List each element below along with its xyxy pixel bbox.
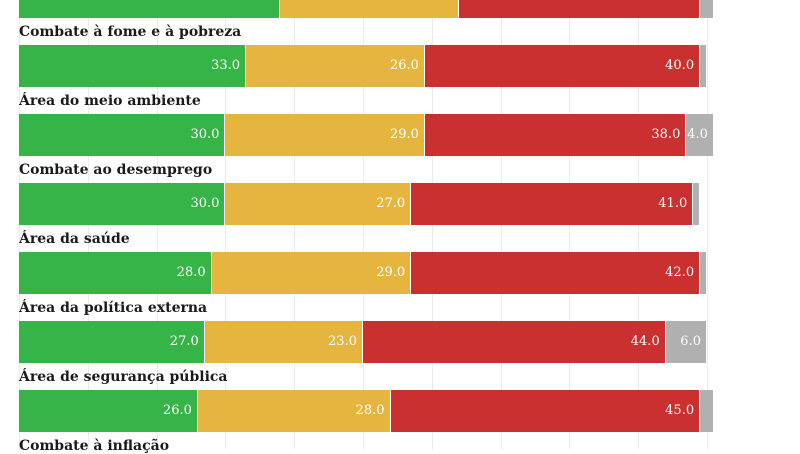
data-label: 35.0 <box>459 0 694 18</box>
bar-segment-no_answer <box>700 45 707 87</box>
bar-segment-disapprove <box>411 183 694 225</box>
grid-line <box>501 0 502 450</box>
data-label: 26.0 <box>162 403 192 418</box>
grid-line <box>363 0 364 450</box>
data-label: 40.0 <box>665 58 695 73</box>
bar-segment-no_answer <box>665 321 707 363</box>
category-label: Área de segurança pública <box>19 369 228 385</box>
category-label: Combate à inflação <box>19 438 170 454</box>
data-label: 27.0 <box>169 334 199 349</box>
data-label: 44.0 <box>630 334 660 349</box>
bar-segment-neutral <box>204 321 363 363</box>
bar-segment-neutral <box>246 45 425 87</box>
data-label: 26.0 <box>280 0 453 18</box>
grid-line <box>569 0 570 450</box>
bar-segment-approve <box>19 45 247 87</box>
bar-segment-disapprove <box>390 390 701 432</box>
grid-line <box>157 0 158 450</box>
data-label: 27.0 <box>376 196 406 211</box>
data-label: 23.0 <box>328 334 357 349</box>
bar-segment-disapprove <box>411 252 701 294</box>
data-label: 38.0 <box>19 0 274 18</box>
data-label: 30.0 <box>190 127 220 142</box>
grid-line <box>88 0 89 450</box>
data-label: 29.0 <box>376 265 406 280</box>
category-label: Combate ao desemprego <box>19 162 213 178</box>
bar-segment-approve <box>19 321 205 363</box>
data-label: 28.0 <box>176 265 206 280</box>
bar-segment-approve <box>19 390 198 432</box>
category-label: Área da política externa <box>19 300 208 316</box>
data-label: 26.0 <box>389 58 419 73</box>
bar-segment-approve <box>19 183 226 225</box>
data-label: 45.0 <box>665 403 695 418</box>
bar-segment-disapprove <box>459 0 701 18</box>
data-label: 41.0 <box>658 196 688 211</box>
bar-segment-neutral <box>197 390 391 432</box>
data-label: 6.0 <box>680 334 701 349</box>
bar-segment-no_answer <box>700 390 714 432</box>
grid-line <box>294 0 295 450</box>
bar-segment-no_answer <box>700 0 714 18</box>
data-label: 28.0 <box>355 403 385 418</box>
grid-line <box>638 0 639 450</box>
bar-segment-neutral <box>225 114 425 156</box>
bar-segment-disapprove <box>363 321 666 363</box>
data-label: 33.0 <box>211 58 241 73</box>
grid-line <box>225 0 226 450</box>
bar-segment-neutral <box>280 0 460 18</box>
bar-segment-approve <box>19 114 226 156</box>
bar-segment-approve <box>19 252 212 294</box>
bar-segment-disapprove <box>424 114 687 156</box>
data-label: 42.0 <box>665 265 695 280</box>
grid-line <box>432 0 433 450</box>
category-label: Combate à fome e à pobreza <box>19 24 242 40</box>
bar-segment-no_answer <box>686 114 714 156</box>
bar-segment-no_answer <box>693 183 701 225</box>
data-label: 38.0 <box>651 127 681 142</box>
grid-line <box>707 0 708 450</box>
bar-segment-disapprove <box>424 45 701 87</box>
category-label: Área da saúde <box>19 231 130 247</box>
data-label: 30.0 <box>190 196 220 211</box>
bar-segment-no_answer <box>700 252 707 294</box>
bar-segment-approve <box>19 0 281 18</box>
data-label: 4.0 <box>687 127 708 142</box>
data-label: 29.0 <box>389 127 419 142</box>
bar-segment-neutral <box>225 183 412 225</box>
bar-segment-neutral <box>211 252 412 294</box>
grid-line <box>19 0 20 450</box>
category-label: Área do meio ambiente <box>19 93 201 109</box>
